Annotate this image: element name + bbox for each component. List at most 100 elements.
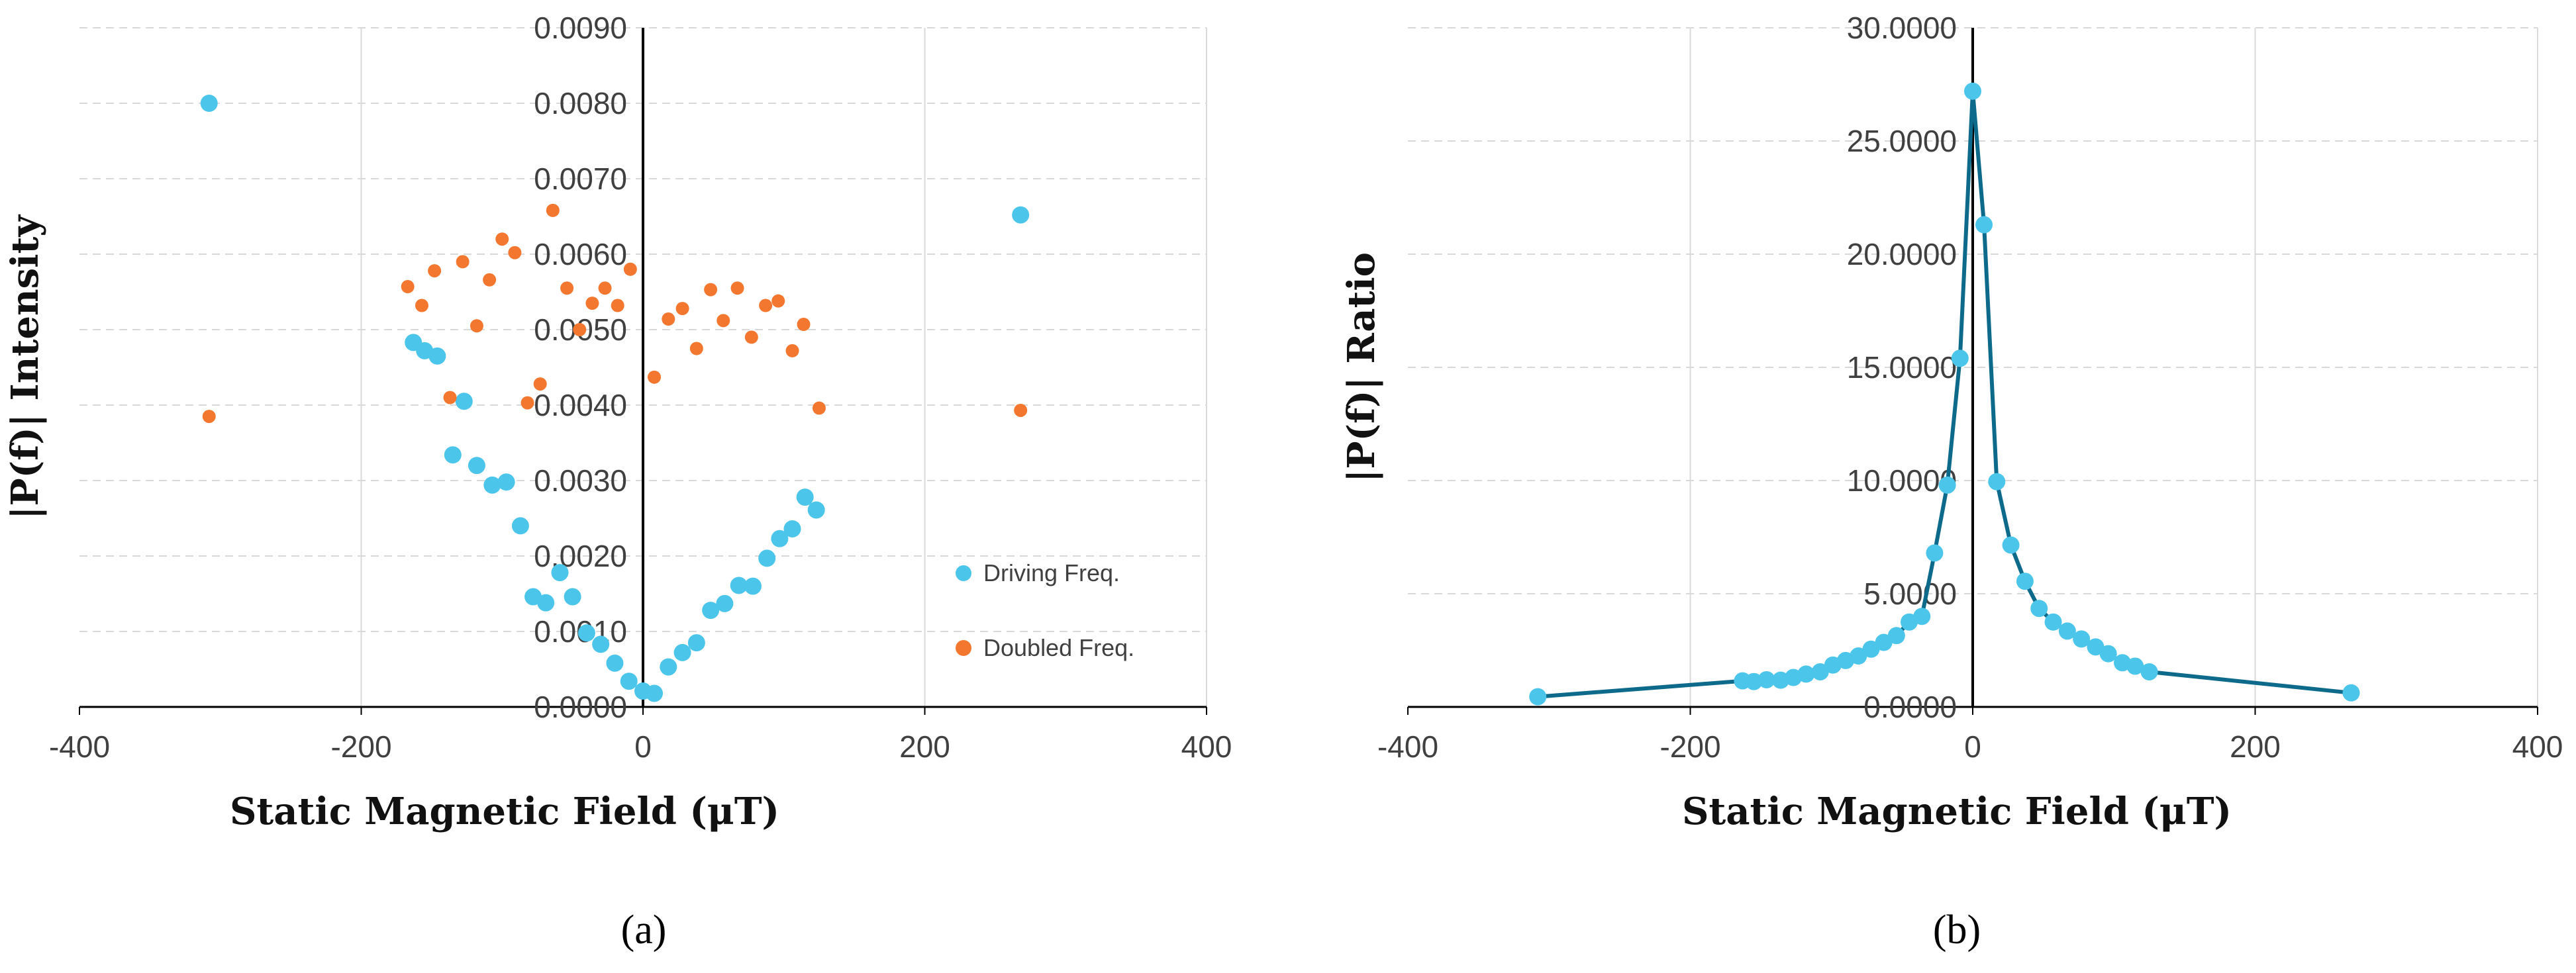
chart-a-doubled-point: [759, 299, 773, 312]
chart-a-doubled-point: [470, 319, 483, 333]
chart-a-doubled-point: [623, 262, 637, 276]
chart-a-driving-point: [511, 517, 529, 535]
chart-a-driving-point: [796, 488, 814, 506]
chart-a-y-tick-label: 0.0060: [534, 237, 627, 271]
chart-a-doubled-point: [648, 370, 662, 384]
chart-b-ratio-point: [2016, 573, 2034, 590]
chart-a-y-tick-label: 0.0080: [534, 86, 627, 120]
chart-b-ratio-point: [1529, 688, 1547, 706]
chart-a-doubled-point: [730, 281, 744, 295]
chart-a-x-tick-label: -200: [330, 729, 391, 764]
chart-a-driving-point: [783, 520, 801, 537]
chart-a-driving-point: [771, 530, 789, 547]
chart-a-doubled-point: [573, 323, 587, 336]
chart-a-driving-point: [444, 446, 462, 464]
chart-a-driving-point: [620, 672, 638, 690]
chart-b-x-axis-title: Static Magnetic Field (μT): [1682, 790, 2232, 833]
chart-a-x-tick-label: 400: [1181, 729, 1232, 764]
chart-a-driving-point: [744, 577, 762, 595]
chart-a-y-tick-label: 0.0090: [534, 11, 627, 45]
chart-a-driving-point: [702, 602, 720, 620]
chart-b-ratio-point: [1913, 608, 1931, 626]
chart-a-driving-point: [1012, 206, 1030, 224]
chart-a-doubled-point: [495, 232, 509, 246]
chart-a-driving-point: [758, 549, 776, 567]
chart-a-doubled-point: [585, 297, 599, 310]
chart-a-driving-point: [497, 473, 515, 491]
chart-a-doubled-point: [812, 401, 826, 415]
chart-a-y-axis-title: |P(f)| Intensity: [3, 214, 47, 520]
chart-b-ratio-point: [1875, 633, 1893, 651]
chart-b-x-tick-label: -400: [1377, 729, 1438, 764]
chart-a-driving-point: [646, 684, 664, 702]
chart-b-ratio-point: [1758, 671, 1775, 688]
chart-a-driving-point: [483, 476, 501, 494]
chart-a-doubled-point: [415, 299, 428, 312]
chart-a-doubled-point: [443, 391, 457, 404]
chart-b-ratio-point: [1951, 349, 1969, 367]
chart-b-ratio-point: [1850, 647, 1867, 665]
chart-b-ratio-point: [1797, 665, 1815, 683]
chart-b-y-tick-label: 5.0000: [1863, 577, 1957, 611]
chart-b-y-tick-label: 20.0000: [1847, 237, 1957, 271]
chart-a-doubled-point: [598, 281, 612, 295]
chart-b-ratio-point: [1938, 476, 1956, 494]
chart-a-doubled-point: [785, 344, 799, 357]
chart-b-y-tick-label: 15.0000: [1847, 350, 1957, 385]
chart-a-x-tick-label: 200: [899, 729, 950, 764]
chart-b-ratio-point: [2140, 663, 2158, 680]
chart-a-driving-point: [537, 594, 555, 612]
chart-a-doubled-point: [611, 299, 624, 312]
chart-a-doubled-point: [560, 281, 574, 295]
chart-a-driving-point: [660, 658, 677, 676]
chart-a-doubled-point: [508, 246, 522, 259]
chart-b-ratio-point: [1862, 640, 1880, 658]
chart-a-legend-driving-marker: [956, 565, 971, 581]
chart-b-ratio-point: [2126, 657, 2144, 675]
chart-b-ratio-point: [1988, 473, 2006, 490]
chart-a-legend-doubled-marker: [956, 640, 971, 656]
chart-a-y-tick-label: 0.0030: [534, 463, 627, 498]
chart-b-ratio-point: [1975, 216, 1993, 234]
chart-b-ratio-point: [2030, 600, 2048, 618]
chart-a-driving-point: [687, 634, 705, 652]
chart-a-y-tick-label: 0.0000: [534, 690, 627, 724]
chart-a-doubled-point: [797, 318, 811, 332]
chart-b-ratio-point: [1887, 627, 1905, 645]
chart-a-doubled-point: [428, 264, 442, 278]
chart-a-driving-point: [606, 654, 624, 672]
chart-a-driving-point: [592, 635, 610, 653]
chart-a-doubled-point: [483, 273, 497, 287]
chart-b-ratio-point: [2002, 536, 2020, 554]
chart-a-legend-doubled-label: Doubled Freq.: [983, 634, 1134, 661]
chart-a-x-tick-label: 0: [634, 729, 652, 764]
chart-a-doubled-point: [1014, 403, 1028, 417]
chart-b: -400 -200 0 200 400 0.0000 5.0000 10.0000 15.000…: [1340, 11, 2563, 952]
chart-b-ratio-point: [1811, 663, 1829, 680]
chart-b-ratio-point: [2058, 622, 2076, 640]
chart-a-driving-point: [428, 347, 446, 365]
chart-a-doubled-point: [771, 294, 785, 308]
chart-a-doubled-point: [520, 396, 534, 410]
chart-b-ratio-point: [2073, 630, 2091, 648]
chart-a-legend-driving-label: Driving Freq.: [983, 559, 1120, 586]
chart-a-y-tick-label: 0.0040: [534, 388, 627, 422]
chart-a-panel-label: (a): [621, 907, 667, 952]
chart-a-x-tick-label: -400: [49, 729, 110, 764]
chart-b-ratio-point: [2099, 645, 2117, 663]
chart-a-doubled-point: [744, 330, 758, 344]
chart-a-doubled-point: [717, 314, 730, 328]
chart-b-ratio-point: [2044, 613, 2062, 631]
chart-b-x-tick-label: 200: [2230, 729, 2281, 764]
chart-b-ratio-point: [2087, 638, 2105, 656]
chart-a-driving-point: [564, 588, 581, 606]
chart-a-driving-point: [468, 457, 485, 475]
chart-a-driving-point: [200, 95, 218, 112]
chart-a-driving-point: [551, 564, 569, 582]
chart-b-x-tick-label: 0: [1964, 729, 1981, 764]
chart-a-x-axis-title: Static Magnetic Field (μT): [230, 790, 779, 833]
chart-a-driving-point: [807, 501, 825, 519]
chart-b-ratio-point: [1964, 82, 1981, 100]
chart-b-y-tick-label: 30.0000: [1847, 11, 1957, 45]
